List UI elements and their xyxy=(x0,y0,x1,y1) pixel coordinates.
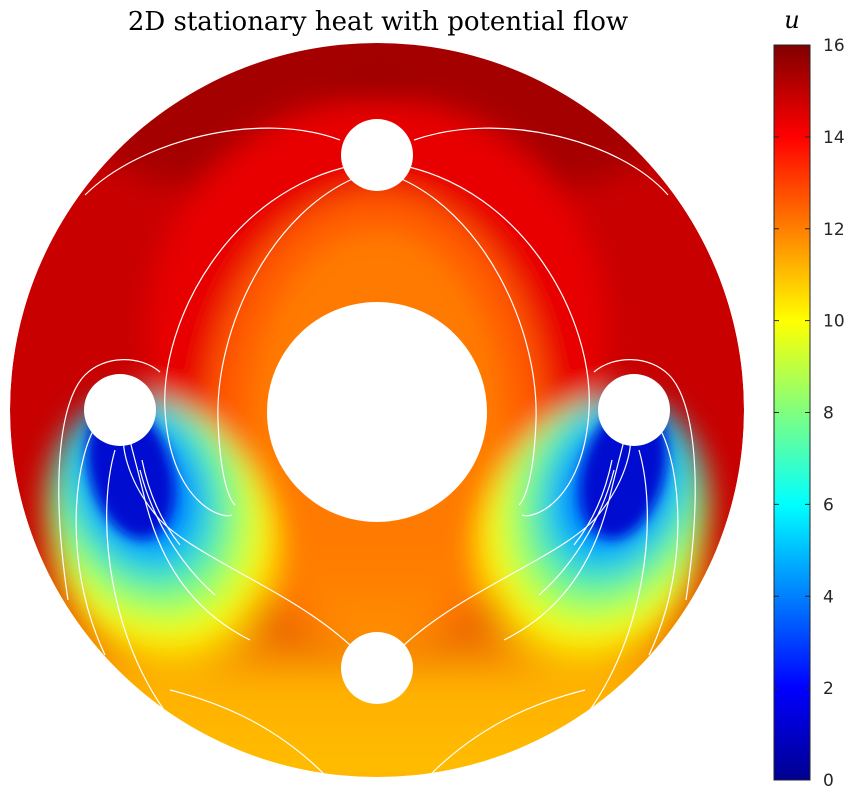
colorbar-tick-label: 6 xyxy=(823,495,834,515)
colorbar-label: u xyxy=(784,6,799,34)
colorbar-tick-label: 2 xyxy=(823,679,834,699)
colorbar-ticks: 0 2 4 6 8 10 12 14 16 xyxy=(774,36,845,791)
colorbar-tick-label: 14 xyxy=(823,128,845,148)
colorbar-tick-label: 8 xyxy=(823,404,834,424)
chart-title: 2D stationary heat with potential flow xyxy=(128,7,628,37)
colorbar-tick-label: 12 xyxy=(823,220,845,240)
colorbar-tick-label: 10 xyxy=(823,312,845,332)
colorbar-tick-label: 4 xyxy=(823,587,834,607)
colorbar xyxy=(773,44,811,781)
colorbar-tick-label: 16 xyxy=(823,36,845,56)
colorbar-tick-label: 0 xyxy=(823,771,834,791)
contour-lines xyxy=(58,127,696,776)
